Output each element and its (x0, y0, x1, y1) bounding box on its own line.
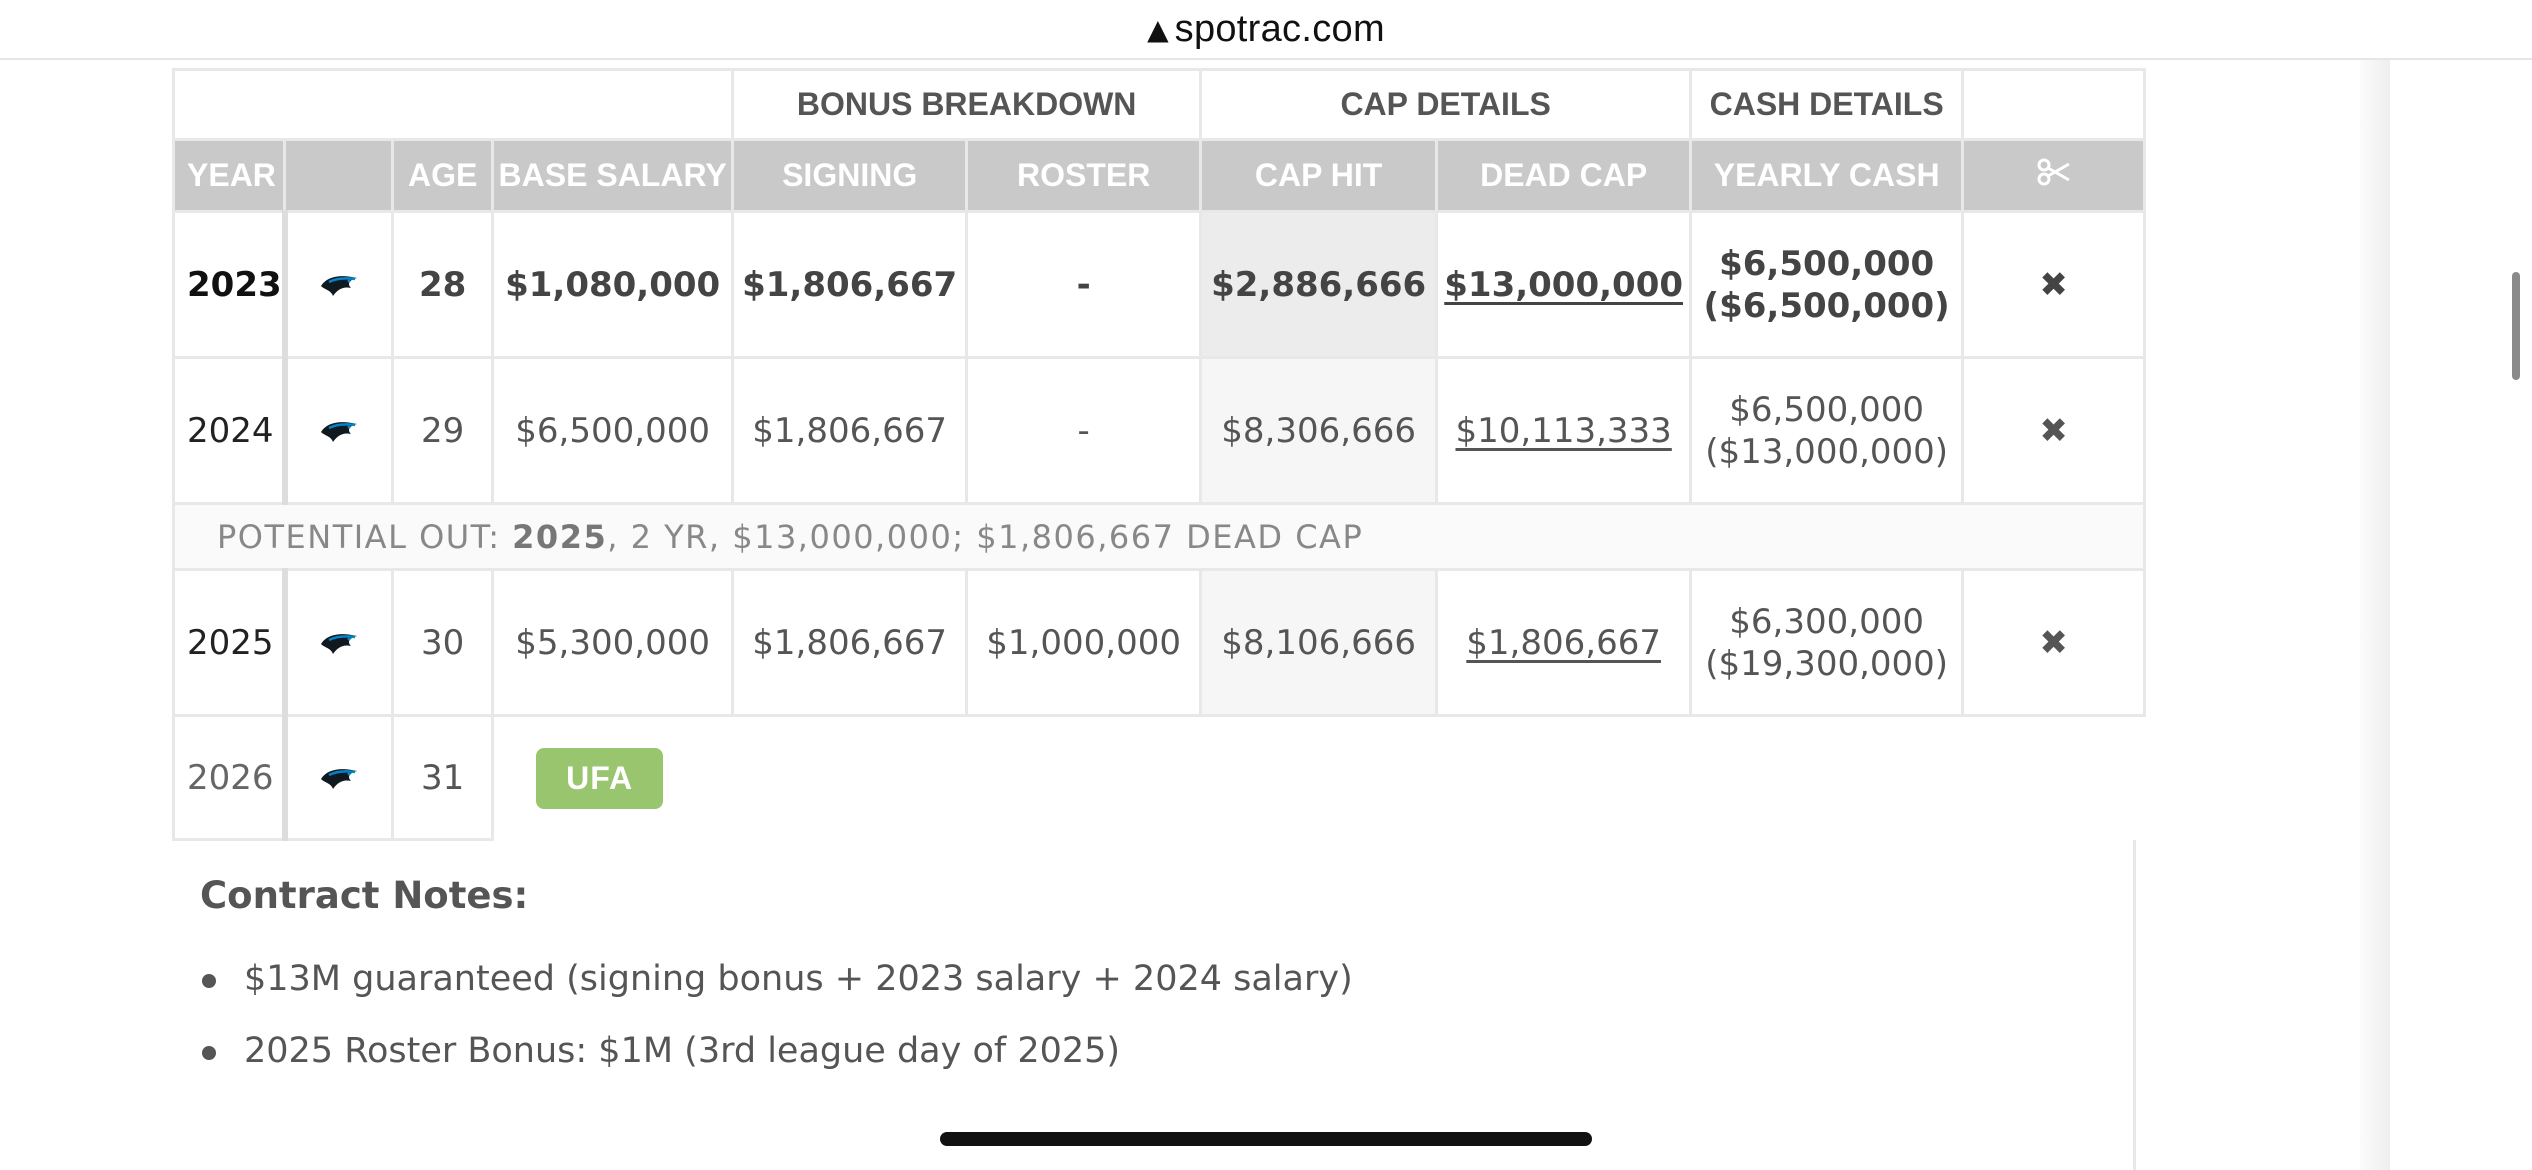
col-age[interactable]: AGE (391, 138, 495, 213)
row-cap-hit: $2,886,666 (1199, 210, 1439, 359)
row-yearly-cash: $6,500,000 ($6,500,000) (1689, 210, 1965, 359)
group-header-row: BONUS BREAKDOWN CAP DETAILS CASH DETAILS (171, 68, 2147, 141)
row-year: 2023 (171, 210, 288, 359)
cash-amount: $6,300,000 (1729, 601, 1924, 642)
col-team (283, 138, 395, 213)
list-item: $13M guaranteed (signing bonus + 2023 sa… (200, 958, 1353, 1030)
group-header-cash: CASH DETAILS (1689, 68, 1965, 141)
row-age: 30 (391, 568, 495, 717)
url-bar[interactable]: ▲ spotrac.com (0, 0, 2532, 60)
contract-notes: Contract Notes: $13M guaranteed (signing… (172, 840, 2136, 1170)
dead-cap-link[interactable]: $13,000,000 (1444, 264, 1684, 305)
row-base-salary: $6,500,000 (491, 356, 735, 505)
row-yearly-cash: $6,300,000 ($19,300,000) (1689, 568, 1965, 717)
table-row: 2024 29 $6,500,000 $1,806,667 - $8,306,6… (171, 356, 2147, 505)
row-age: 28 (391, 210, 495, 359)
ufa-row: 2026 31 UFA (171, 714, 2145, 841)
col-signing[interactable]: SIGNING (731, 138, 969, 213)
group-header-empty (171, 68, 735, 141)
col-roster[interactable]: ROSTER (965, 138, 1203, 213)
col-yearly-cash[interactable]: YEARLY CASH (1689, 138, 1965, 213)
row-cap-hit: $8,106,666 (1199, 568, 1439, 717)
dead-cap-link[interactable]: $10,113,333 (1455, 410, 1672, 451)
row-age: 31 (391, 714, 495, 841)
col-dead-cap[interactable]: DEAD CAP (1435, 138, 1693, 213)
home-indicator[interactable] (940, 1132, 1592, 1146)
contract-notes-list: $13M guaranteed (signing bonus + 2023 sa… (200, 958, 1353, 1102)
warning-lock-icon: ▲ (1147, 12, 1169, 46)
list-item: 2025 Roster Bonus: $1M (3rd league day o… (200, 1030, 1353, 1102)
dead-cap-link[interactable]: $1,806,667 (1466, 622, 1661, 663)
row-signing: $1,806,667 (731, 210, 969, 359)
contract-notes-title: Contract Notes: (200, 874, 529, 917)
table-row: 2025 30 $5,300,000 $1,806,667 $1,000,000… (171, 568, 2147, 717)
potential-out-row: POTENTIAL OUT: 2025, 2 YR, $13,000,000; … (171, 502, 2147, 571)
potential-out-text: POTENTIAL OUT: 2025, 2 YR, $13,000,000; … (171, 502, 2147, 571)
col-base-salary[interactable]: BASE SALARY (491, 138, 735, 213)
row-year: 2026 (171, 714, 288, 841)
scissors-icon (1961, 138, 2147, 213)
release-x-icon[interactable]: ✖ (1961, 210, 2147, 359)
release-x-icon[interactable]: ✖ (1961, 356, 2147, 505)
scrollbar[interactable] (2512, 272, 2520, 380)
row-base-salary: $5,300,000 (491, 568, 735, 717)
release-x-icon[interactable]: ✖ (1961, 568, 2147, 717)
ufa-badge: UFA (536, 747, 664, 809)
group-header-bonus: BONUS BREAKDOWN (731, 68, 1203, 141)
row-yearly-cash: $6,500,000 ($13,000,000) (1689, 356, 1965, 505)
contract-table: BONUS BREAKDOWN CAP DETAILS CASH DETAILS… (171, 68, 2147, 841)
row-age: 29 (391, 356, 495, 505)
cash-amount: $6,500,000 (1719, 243, 1935, 284)
potential-out-prefix: POTENTIAL OUT: (217, 517, 513, 556)
cash-amount: $6,500,000 (1729, 389, 1924, 430)
row-dead-cap[interactable]: $13,000,000 (1435, 210, 1693, 359)
table-row: 2023 28 $1,080,000 $1,806,667 - $2,886,6… (171, 210, 2147, 359)
cash-cumulative: ($6,500,000) (1703, 285, 1950, 326)
panthers-logo-icon (283, 356, 395, 505)
col-cap-hit[interactable]: CAP HIT (1199, 138, 1439, 213)
column-header-row: YEAR AGE BASE SALARY SIGNING ROSTER CAP … (171, 138, 2147, 213)
potential-out-year: 2025 (512, 517, 608, 556)
row-cap-hit: $8,306,666 (1199, 356, 1439, 505)
group-header-cap: CAP DETAILS (1199, 68, 1693, 141)
page-gutter (2360, 60, 2390, 1170)
row-roster: - (965, 210, 1203, 359)
ufa-cell: UFA (491, 714, 2145, 840)
panthers-logo-icon (283, 714, 395, 841)
col-year[interactable]: YEAR (171, 138, 287, 213)
row-dead-cap[interactable]: $10,113,333 (1435, 356, 1693, 505)
row-year: 2024 (171, 356, 288, 505)
row-base-salary: $1,080,000 (491, 210, 735, 359)
row-roster: - (965, 356, 1203, 505)
group-header-empty-right (1961, 68, 2147, 141)
panthers-logo-icon (283, 568, 395, 717)
url-text: spotrac.com (1174, 7, 1385, 50)
row-signing: $1,806,667 (731, 568, 969, 717)
row-year: 2025 (171, 568, 288, 717)
potential-out-details: , 2 YR, $13,000,000; $1,806,667 DEAD CAP (607, 517, 1364, 556)
row-dead-cap[interactable]: $1,806,667 (1435, 568, 1693, 717)
cash-cumulative: ($13,000,000) (1705, 431, 1949, 472)
row-roster: $1,000,000 (965, 568, 1203, 717)
row-signing: $1,806,667 (731, 356, 969, 505)
panthers-logo-icon (283, 210, 395, 359)
cash-cumulative: ($19,300,000) (1705, 643, 1949, 684)
